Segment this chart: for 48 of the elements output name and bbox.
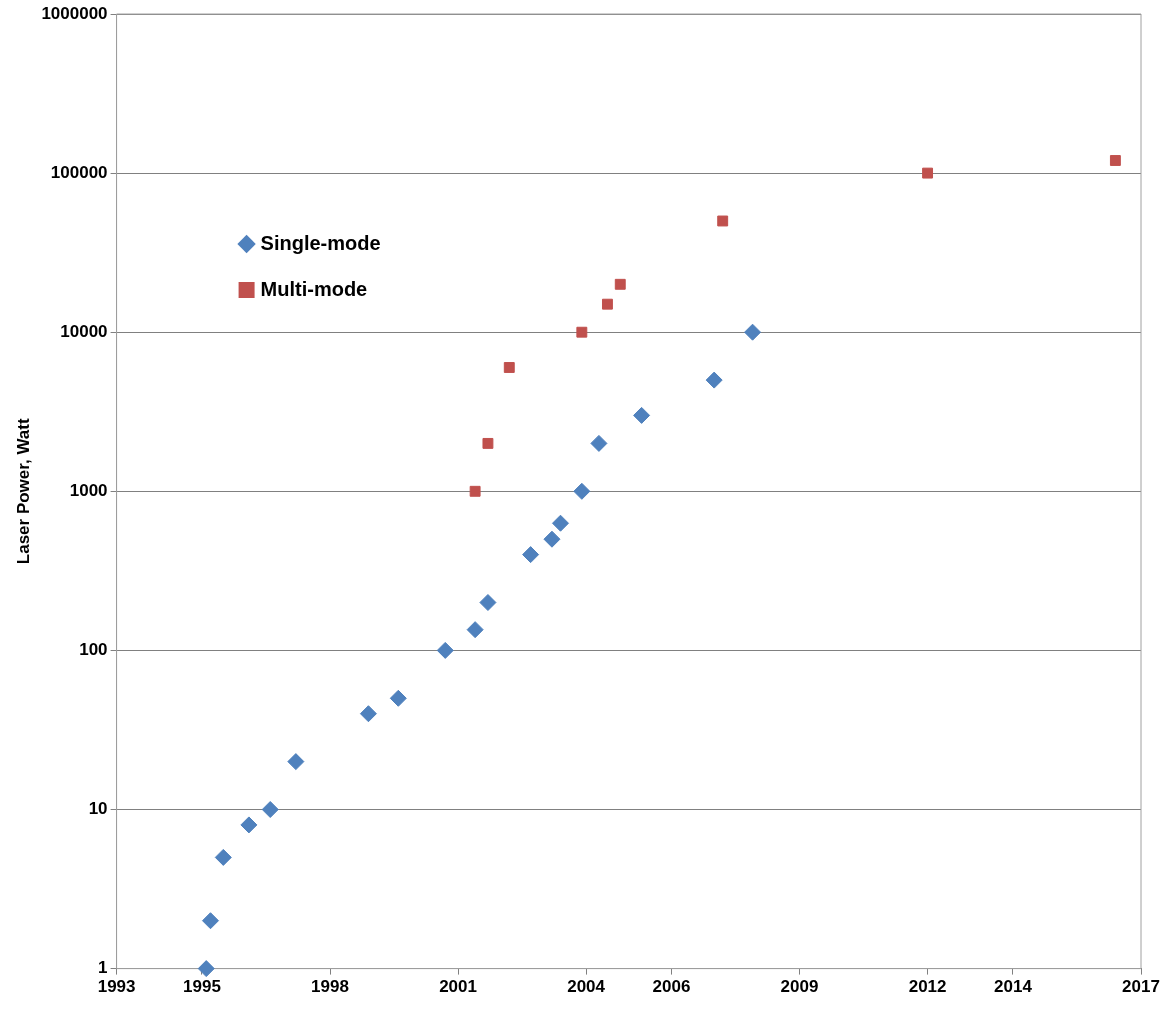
point: [522, 546, 540, 564]
point: [466, 621, 484, 639]
point: [359, 705, 377, 723]
x-tick-label: 2017: [1122, 977, 1160, 997]
point: [201, 912, 219, 930]
point: [614, 278, 626, 290]
point: [576, 326, 588, 338]
point: [705, 371, 723, 389]
point: [573, 482, 591, 500]
x-tick-label: 1998: [311, 977, 349, 997]
point: [590, 434, 608, 452]
y-tick-label: 1000: [69, 480, 108, 500]
point: [197, 960, 215, 978]
x-tick-label: 2004: [567, 977, 606, 997]
point: [240, 816, 258, 834]
x-tick-label: 2006: [652, 977, 691, 997]
x-tick-label: 2009: [780, 977, 819, 997]
x-tick-label: 2012: [908, 977, 947, 997]
y-axis-title: Laser Power, Watt: [13, 418, 33, 565]
point: [1109, 155, 1121, 166]
point: [214, 848, 232, 866]
x-tick-label: 1993: [97, 977, 136, 997]
point: [436, 641, 454, 659]
x-tick-label: 2001: [439, 977, 477, 997]
legend-label: Multi-mode: [260, 277, 368, 300]
y-tick-label: 1: [98, 958, 108, 978]
point: [479, 594, 497, 612]
point: [261, 801, 279, 818]
point: [922, 167, 934, 179]
point: [744, 323, 762, 341]
y-tick-label: 100000: [50, 162, 108, 182]
point: [552, 514, 569, 532]
legend-label: Single-mode: [260, 231, 381, 254]
point: [543, 530, 561, 548]
y-tick-label: 100: [79, 640, 108, 660]
x-tick-label: 1995: [183, 977, 221, 997]
x-tick-label: 2014: [994, 977, 1033, 997]
point: [482, 437, 494, 449]
point: [633, 406, 651, 424]
point: [717, 215, 729, 227]
y-tick-label: 10: [88, 799, 108, 819]
point: [389, 689, 407, 707]
y-tick-label: 10000: [60, 321, 108, 341]
point: [602, 298, 613, 310]
point: [503, 362, 515, 373]
y-tick-label: 1000000: [41, 3, 108, 23]
point: [469, 485, 481, 497]
point: [287, 753, 305, 771]
